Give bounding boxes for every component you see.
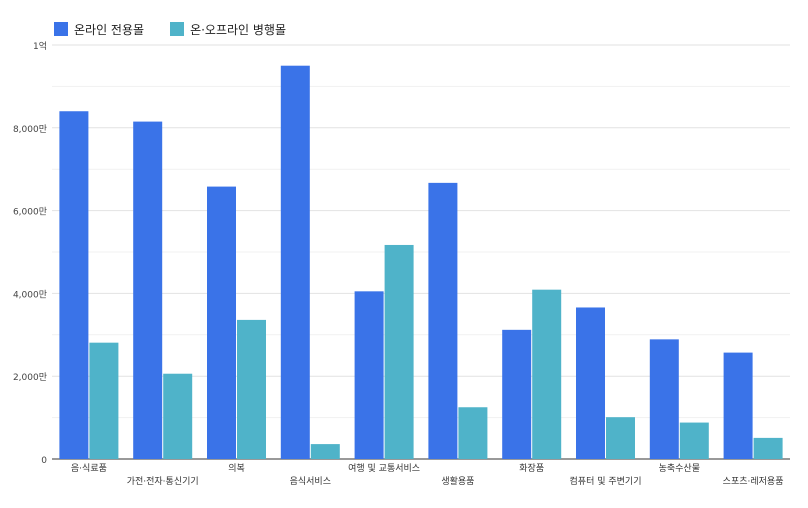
x-tick-label: 가전·전자·통신기기 (127, 476, 199, 487)
bar-omni[interactable] (532, 289, 562, 459)
bar-omni[interactable] (458, 407, 488, 459)
bar-omni[interactable] (679, 422, 709, 459)
bar-omni[interactable] (384, 244, 414, 459)
x-tick-label: 여행 및 교통서비스 (348, 462, 420, 474)
legend-label-online: 온라인 전용몰 (74, 22, 145, 37)
legend-item-omni[interactable]: 온·오프라인 병행몰 (170, 21, 286, 38)
legend-swatch-online (54, 22, 68, 36)
x-tick-label: 농축수산물 (659, 463, 700, 474)
y-tick-label: 0 (41, 456, 47, 466)
bar-omni[interactable] (753, 437, 783, 459)
bar-omni[interactable] (163, 373, 193, 459)
bar-online[interactable] (280, 65, 310, 459)
y-tick-label: 6,000만 (13, 207, 47, 218)
bar-online[interactable] (576, 307, 605, 459)
bar-online[interactable] (59, 111, 89, 460)
legend-label-omni: 온·오프라인 병행몰 (190, 22, 287, 37)
bar-omni[interactable] (237, 319, 266, 459)
x-tick-label: 화장품 (519, 463, 544, 474)
y-tick-label: 8,000만 (13, 124, 47, 135)
x-tick-label: 음식서비스 (290, 476, 331, 487)
x-tick-label: 스포츠·레저용품 (723, 476, 784, 487)
bar-online[interactable] (207, 186, 236, 459)
bar-omni[interactable] (310, 444, 340, 459)
bar-online[interactable] (723, 352, 753, 459)
x-tick-label: 생활용품 (441, 475, 474, 487)
bar-omni[interactable] (89, 342, 119, 459)
x-tick-label: 컴퓨터 및 주변기기 (570, 475, 642, 487)
bar-online[interactable] (428, 182, 458, 459)
legend-item-online[interactable]: 온라인 전용몰 (54, 21, 144, 38)
y-tick-label: 4,000만 (13, 289, 47, 300)
bar-online[interactable] (649, 339, 679, 459)
bar-online[interactable] (354, 291, 384, 459)
y-tick-label: 1억 (33, 40, 47, 52)
x-tick-label: 의복 (228, 463, 245, 474)
x-tick-label: 음·식료품 (71, 463, 107, 474)
bar-online[interactable] (133, 121, 163, 459)
legend-swatch-omni (170, 22, 185, 36)
bar-omni[interactable] (606, 417, 635, 459)
y-tick-label: 2,000만 (13, 372, 47, 383)
chart-legend: 온라인 전용몰 온·오프라인 병행몰 (54, 20, 312, 38)
bar-online[interactable] (502, 329, 532, 459)
